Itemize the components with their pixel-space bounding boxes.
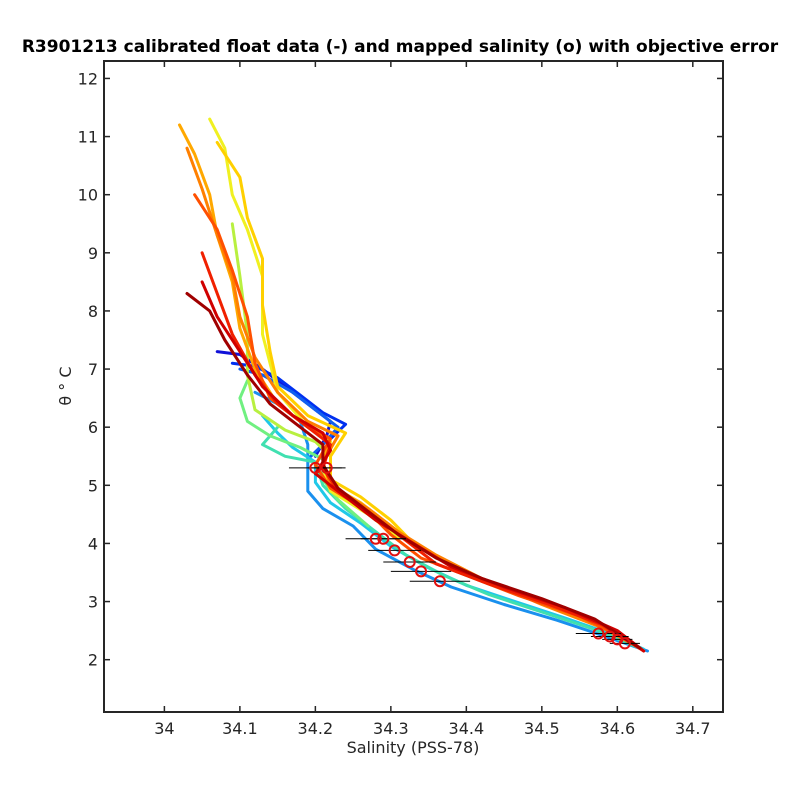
y-tick-label: 6: [88, 418, 98, 437]
mapped-salinity-point-3: [369, 532, 382, 545]
x-tick-label: 34.5: [524, 719, 560, 738]
chart-title: R3901213 calibrated float data (-) and m…: [22, 37, 779, 57]
x-tick-label: 34.1: [222, 719, 258, 738]
x-tick-label: 34.3: [373, 719, 409, 738]
y-axis-label: θ ° C: [56, 366, 75, 405]
x-tick-label: 34.6: [600, 719, 636, 738]
y-tick-label: 5: [88, 476, 98, 495]
y-tick-label: 9: [88, 244, 98, 263]
mapped-salinity-point-4: [377, 532, 390, 545]
y-tick-label: 3: [88, 593, 98, 612]
profile-line-16: [185, 292, 642, 650]
y-tick-label: 2: [88, 651, 98, 670]
mapped-salinity-point-10: [603, 630, 616, 643]
profile-line-6: [261, 425, 642, 650]
x-axis-label: Salinity (PSS-78): [347, 738, 480, 757]
y-tick-label: 11: [78, 128, 98, 147]
profile-line-10: [215, 140, 415, 545]
y-tick-label: 12: [78, 69, 98, 88]
mapped-salinity-point-8: [433, 575, 446, 588]
y-tick-label: 4: [88, 534, 98, 553]
x-tick-label: 34.4: [449, 719, 485, 738]
y-tick-label: 8: [88, 302, 98, 321]
x-tick-label: 34.7: [675, 719, 711, 738]
axes-box: [103, 60, 724, 713]
x-tick-label: 34.2: [298, 719, 334, 738]
mapped-salinity-point-2: [320, 461, 333, 474]
x-tick-label: 34: [154, 719, 174, 738]
y-tick-label: 10: [78, 186, 98, 205]
mapped-salinity-point-12: [618, 637, 631, 650]
y-tick-label: 7: [88, 360, 98, 379]
mapped-salinity-point-5: [388, 544, 401, 557]
tick-layer: 34 34.1 34.2 34.3 34.4 34.5 34.6 34.72345678910…: [78, 61, 723, 738]
profile-line-14: [200, 251, 646, 653]
mapped-salinity-point-9: [592, 627, 605, 640]
mapped-salinity-point-7: [415, 565, 428, 578]
mapped-salinity-point-1: [309, 461, 322, 474]
mapped-salinity-layer: [309, 461, 631, 650]
mapped-salinity-point-6: [403, 556, 416, 569]
error-bar-layer: [288, 467, 640, 644]
